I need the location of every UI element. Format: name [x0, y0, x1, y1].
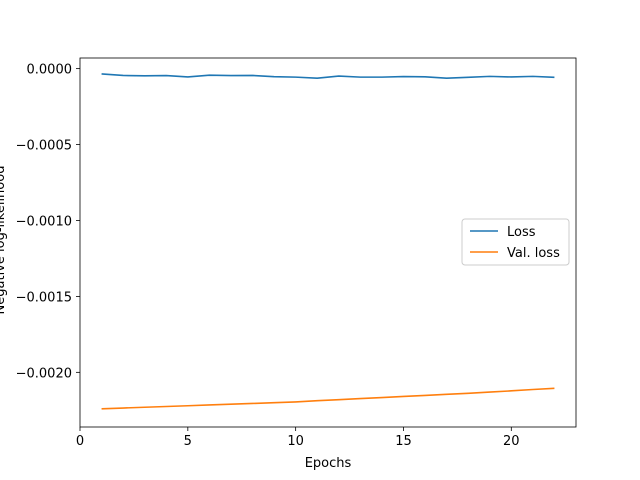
y-axis: 0.0000 −0.0005 −0.0010 −0.0015 −0.0020 — [16, 63, 80, 381]
x-tick-label: 10 — [287, 434, 304, 449]
x-tick-label: 5 — [184, 434, 192, 449]
y-tick-label: 0.0000 — [27, 63, 73, 78]
plot-frame — [79, 57, 577, 428]
y-tick-label: −0.0010 — [16, 214, 72, 229]
legend-label-2: Val. loss — [507, 246, 560, 261]
x-axis-label: Epochs — [305, 456, 352, 471]
legend: Loss Val. loss — [461, 218, 570, 266]
x-tick-label: 20 — [503, 434, 520, 449]
y-tick-label: −0.0005 — [16, 139, 72, 154]
x-tick-label: 0 — [76, 434, 84, 449]
legend-label-1: Loss — [507, 225, 536, 240]
y-axis-label: Negative log-likelihood — [0, 166, 8, 315]
y-tick-label: −0.0020 — [16, 366, 72, 381]
plot-area — [79, 57, 577, 428]
series-line-1 — [101, 73, 555, 80]
y-tick-label: −0.0015 — [16, 290, 72, 305]
series-line-2 — [101, 387, 555, 410]
x-tick-label: 15 — [395, 434, 412, 449]
x-axis: 0 5 10 15 20 — [76, 427, 520, 449]
